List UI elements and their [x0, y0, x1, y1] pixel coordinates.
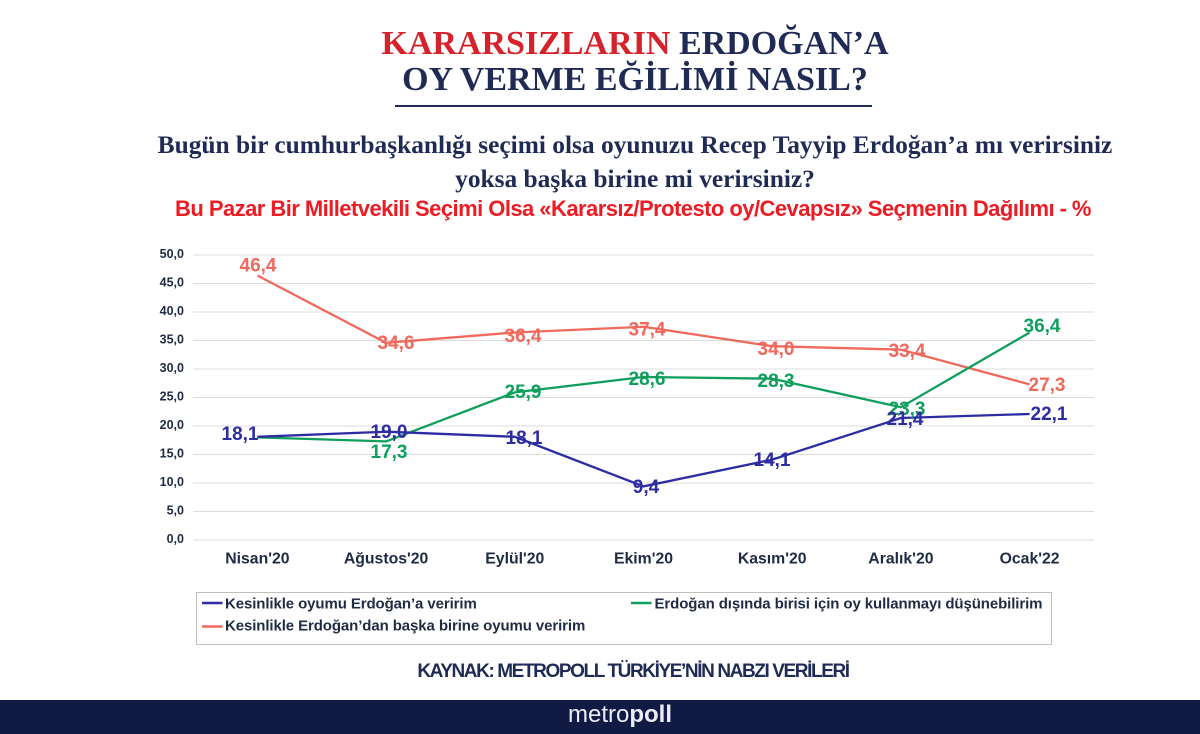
svg-text:22,1: 22,1 [1031, 404, 1068, 425]
svg-text:25,0: 25,0 [160, 390, 184, 404]
svg-text:5,0: 5,0 [167, 504, 184, 518]
svg-text:36,4: 36,4 [505, 326, 542, 347]
svg-text:46,4: 46,4 [240, 256, 277, 277]
svg-text:Eylül'20: Eylül'20 [485, 551, 544, 568]
svg-text:30,0: 30,0 [160, 361, 184, 375]
svg-text:Ağustos'20: Ağustos'20 [344, 551, 429, 568]
svg-text:Aralık'20: Aralık'20 [868, 551, 933, 568]
svg-text:23,3: 23,3 [889, 399, 926, 420]
svg-text:40,0: 40,0 [160, 304, 184, 318]
svg-text:35,0: 35,0 [160, 333, 184, 347]
svg-text:21,4: 21,4 [887, 409, 924, 430]
svg-text:14,1: 14,1 [754, 450, 791, 471]
svg-text:15,0: 15,0 [160, 447, 184, 461]
svg-text:Ekim'20: Ekim'20 [614, 551, 673, 568]
svg-text:Nisan'20: Nisan'20 [225, 551, 290, 568]
svg-text:33,4: 33,4 [889, 341, 926, 362]
svg-text:Kasım'20: Kasım'20 [738, 551, 807, 568]
svg-text:Ocak'22: Ocak'22 [1000, 551, 1060, 568]
svg-text:17,3: 17,3 [371, 442, 408, 463]
svg-text:37,4: 37,4 [629, 320, 666, 341]
svg-text:9,4: 9,4 [633, 477, 660, 498]
svg-text:18,1: 18,1 [506, 428, 543, 449]
svg-text:19,0: 19,0 [371, 422, 408, 443]
svg-text:0,0: 0,0 [167, 532, 184, 546]
svg-text:10,0: 10,0 [160, 475, 184, 489]
svg-text:27,3: 27,3 [1029, 375, 1066, 396]
svg-text:36,4: 36,4 [1024, 316, 1061, 337]
svg-text:34,0: 34,0 [758, 339, 795, 360]
svg-text:25,9: 25,9 [505, 382, 542, 403]
svg-text:28,3: 28,3 [758, 371, 795, 392]
svg-text:28,6: 28,6 [629, 369, 666, 390]
svg-text:45,0: 45,0 [160, 276, 184, 290]
svg-text:18,1: 18,1 [222, 424, 259, 445]
svg-text:34,6: 34,6 [378, 333, 415, 354]
svg-text:Kesinlikle oyumu Erdoğan’a ver: Kesinlikle oyumu Erdoğan’a veririm [225, 596, 477, 613]
svg-text:Erdoğan dışında birisi için oy: Erdoğan dışında birisi için oy kullanmay… [655, 596, 1043, 613]
svg-text:Kesinlikle Erdoğan’dan başka b: Kesinlikle Erdoğan’dan başka birine oyum… [225, 618, 585, 635]
svg-text:50,0: 50,0 [160, 247, 184, 261]
svg-text:20,0: 20,0 [160, 418, 184, 432]
